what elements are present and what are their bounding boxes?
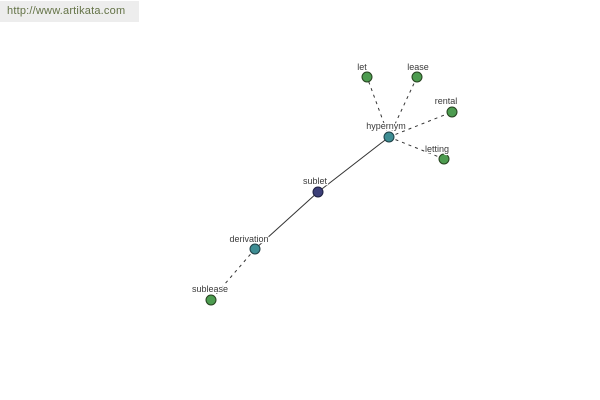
edge-sublet-derivation: [254, 191, 319, 250]
node-sublet[interactable]: [312, 186, 324, 198]
node-label-rental: rental: [435, 96, 458, 106]
edge-hypernym-sublet: [317, 136, 390, 193]
url-text: http://www.artikata.com: [7, 5, 126, 17]
node-label-sublease: sublease: [192, 284, 228, 294]
node-derivation[interactable]: [249, 243, 261, 255]
node-let[interactable]: [361, 71, 373, 83]
node-label-letting: letting: [425, 144, 449, 154]
edge-hypernym-rental: [388, 111, 453, 138]
url-bar: http://www.artikata.com: [0, 1, 139, 22]
node-label-lease: lease: [407, 62, 429, 72]
node-letting[interactable]: [438, 153, 450, 165]
node-label-hypernym: hypernym: [366, 121, 406, 131]
node-label-sublet: sublet: [303, 176, 328, 186]
node-sublease[interactable]: [205, 294, 217, 306]
node-label-let: let: [357, 62, 367, 72]
edge-derivation-sublease: [210, 248, 256, 301]
node-rental[interactable]: [446, 106, 458, 118]
node-lease[interactable]: [411, 71, 423, 83]
edge-hypernym-letting: [388, 136, 445, 160]
node-label-derivation: derivation: [229, 234, 268, 244]
node-hypernym[interactable]: [383, 131, 395, 143]
